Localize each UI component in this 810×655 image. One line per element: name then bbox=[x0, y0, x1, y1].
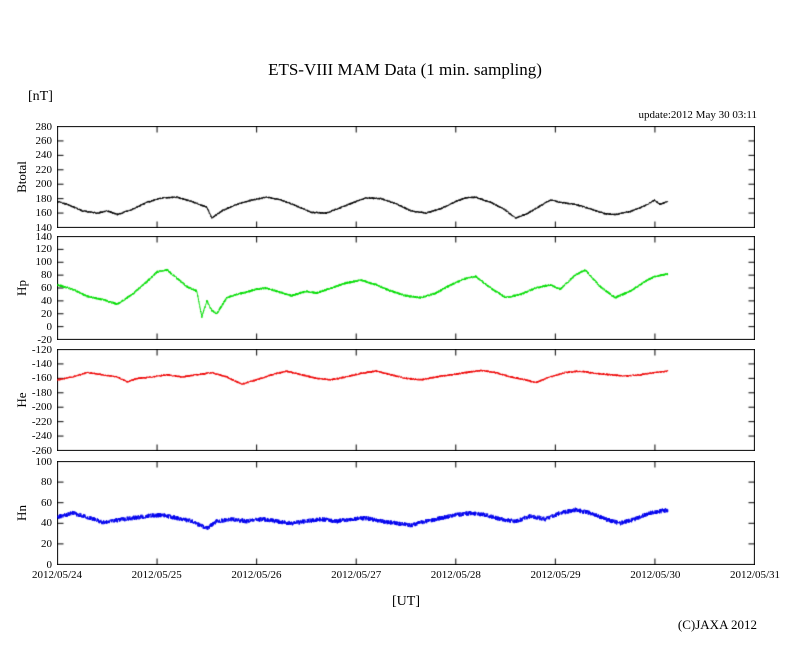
panel-y-label: Hp bbox=[14, 280, 29, 296]
plot-canvas-he bbox=[57, 349, 755, 451]
y-tick-label: 260 bbox=[35, 134, 53, 147]
y-tick-label: 280 bbox=[35, 120, 53, 133]
x-tick-label: 2012/05/24 bbox=[31, 569, 83, 581]
y-tick-label: 220 bbox=[35, 163, 53, 176]
x-tick-label: 2012/05/25 bbox=[131, 569, 182, 581]
y-tick-label: -160 bbox=[31, 372, 52, 385]
y-tick-label: 80 bbox=[41, 269, 52, 282]
y-tick-label: -140 bbox=[31, 357, 52, 370]
copyright-label: (C)JAXA 2012 bbox=[677, 617, 757, 632]
y-tick-label: -220 bbox=[31, 415, 52, 428]
plot-canvas-btotal bbox=[57, 126, 755, 228]
panel-y-label: He bbox=[14, 392, 29, 408]
y-tick-label: -180 bbox=[31, 386, 52, 399]
y-tick-label: -200 bbox=[31, 401, 52, 414]
update-timestamp: update:2012 May 30 03:11 bbox=[638, 109, 757, 121]
y-tick-label: 160 bbox=[35, 207, 53, 220]
y-tick-label: 120 bbox=[35, 243, 53, 256]
y-tick-label: -260 bbox=[31, 444, 52, 457]
y-tick-label: 180 bbox=[35, 192, 53, 205]
y-tick-label: 240 bbox=[35, 149, 53, 162]
y-tick-label: 0 bbox=[46, 320, 53, 333]
x-tick-label: 2012/05/31 bbox=[729, 569, 781, 581]
y-tick-label: 60 bbox=[41, 496, 52, 509]
y-tick-label: 140 bbox=[35, 221, 53, 234]
y-tick-label: 40 bbox=[41, 517, 52, 530]
y-tick-label: -240 bbox=[31, 430, 52, 443]
unit-label: [nT] bbox=[28, 89, 53, 104]
plot-canvas-hp bbox=[57, 236, 755, 340]
y-tick-label: 20 bbox=[41, 307, 52, 320]
plot-canvas-hn bbox=[57, 461, 755, 565]
x-tick-label: 2012/05/28 bbox=[430, 569, 481, 581]
x-tick-label: 2012/05/29 bbox=[530, 569, 581, 581]
y-tick-label: 100 bbox=[35, 455, 53, 468]
panel-y-label: Btotal bbox=[14, 161, 29, 193]
x-tick-label: 2012/05/30 bbox=[630, 569, 681, 581]
x-axis-label: [UT] bbox=[392, 594, 420, 609]
x-tick-label: 2012/05/27 bbox=[331, 569, 382, 581]
y-tick-label: 100 bbox=[35, 256, 53, 269]
y-tick-label: 200 bbox=[35, 178, 53, 191]
panel-y-label: Hn bbox=[14, 505, 29, 521]
y-tick-label: 140 bbox=[35, 230, 53, 243]
y-tick-label: 0 bbox=[46, 558, 53, 571]
x-tick-label: 2012/05/26 bbox=[231, 569, 282, 581]
y-tick-label: 60 bbox=[41, 282, 52, 294]
y-tick-label: 40 bbox=[41, 294, 52, 307]
y-tick-label: -120 bbox=[31, 343, 52, 356]
chart-title: ETS-VIII MAM Data (1 min. sampling) bbox=[268, 60, 542, 79]
y-tick-label: 80 bbox=[41, 476, 52, 489]
y-tick-label: 20 bbox=[41, 537, 52, 550]
y-tick-label: -20 bbox=[37, 333, 52, 346]
